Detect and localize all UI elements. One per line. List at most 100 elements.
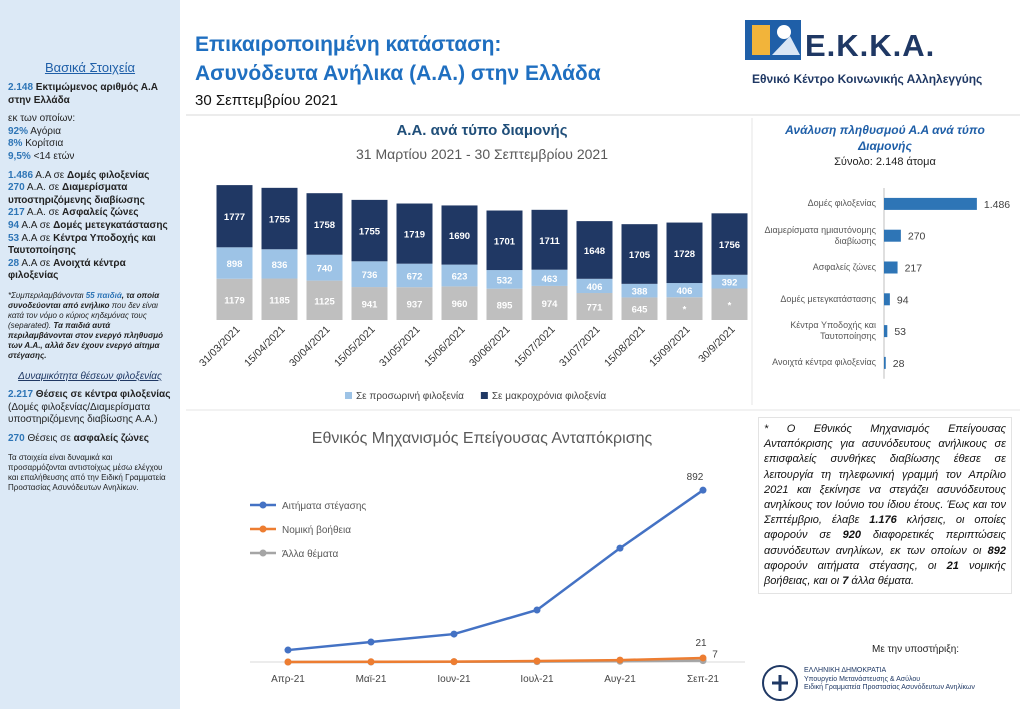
bar-segment <box>216 278 253 320</box>
point <box>367 658 375 666</box>
point <box>450 630 458 638</box>
sidebar-item: 94 Α.Α σε Δομές μετεγκατάστασης <box>8 220 172 233</box>
data-label: 1711 <box>539 236 560 247</box>
bar-segment <box>621 224 658 284</box>
text-run: 9,5% <box>8 150 31 162</box>
sidebar-item: 9,5% <14 ετών <box>8 151 172 164</box>
logo-subtitle: Εθνικό Κέντρο Κοινωνικής Αλληλεγγύης <box>752 72 983 86</box>
data-label: 974 <box>542 299 559 310</box>
bar-segment <box>711 288 748 320</box>
text-run: Δομές φιλοξενίας <box>67 169 150 181</box>
text-run: Α.Α. σε <box>24 207 62 219</box>
legend-marker <box>259 525 267 533</box>
text-run: 21 <box>946 559 959 572</box>
text-run: Αγόρια <box>28 125 61 137</box>
x-tick-label: 15/04/2021 <box>242 324 288 370</box>
header-date: 30 Σεπτεμβρίου 2021 <box>195 92 338 109</box>
text-run: 94 <box>8 219 20 231</box>
text-run: 1.176 <box>869 514 897 527</box>
emblem <box>762 665 798 701</box>
text-run: 217 <box>8 207 25 219</box>
text-run: 7 <box>842 575 849 588</box>
data-label: 1125 <box>314 296 335 307</box>
emblem <box>772 675 788 691</box>
x-tick-label: 15/06/2021 <box>422 324 468 370</box>
data-label: * <box>683 305 687 316</box>
support-line: ΕΛΛΗΝΙΚΗ ΔΗΜΟΚΡΑΤΙΑ <box>804 667 887 674</box>
data-label: 836 <box>272 260 288 271</box>
legend-label: Αιτήματα στέγασης <box>282 500 366 512</box>
text-run: 920 <box>842 529 862 542</box>
data-label: 94 <box>897 294 909 306</box>
data-label: 898 <box>227 259 243 270</box>
text-run: άλλα θέματα. <box>848 575 915 588</box>
text-run: Θέσεις σε κέντρα φιλοξενίας <box>33 388 171 400</box>
data-label: 1755 <box>359 227 381 238</box>
data-label: 1756 <box>719 240 740 251</box>
logo-shape <box>777 25 791 39</box>
data-label: 937 <box>407 300 423 311</box>
data-label: 895 <box>497 300 514 311</box>
data-label: * <box>728 300 732 311</box>
logo-shape <box>752 25 770 55</box>
support-logo <box>762 665 798 701</box>
text-run: Κορίτσια <box>22 138 64 150</box>
point <box>533 606 541 614</box>
chart-title: Α.Α. ανά τύπο διαμονής <box>396 122 568 139</box>
data-label: 1758 <box>314 220 335 231</box>
sidebar-item: 217 Α.Α. σε Ασφαλείς ζώνες <box>8 207 172 220</box>
support-line: Ειδική Γραμματεία Προστασίας Ασυνόδευτων… <box>804 684 975 691</box>
point <box>284 646 292 654</box>
sidebar-item: Τα στοιχεία είναι δυναμικά και προσαρμόζ… <box>8 453 172 493</box>
data-label: 941 <box>362 300 379 311</box>
text-run: που δεν είναι κατά τον νόμο ο κύριος κηδ… <box>8 300 158 330</box>
text-run: 270 <box>8 182 25 194</box>
header-title: Επικαιροποιημένη κατάσταση: Ασυνόδευτα Α… <box>195 30 601 88</box>
sidebar-heading: Βασικά Στοιχεία <box>44 60 136 75</box>
text-run: 55 παιδιά <box>85 290 122 300</box>
x-tick-label: 31/03/2021 <box>197 324 243 370</box>
x-tick-label: 15/05/2021 <box>332 324 378 370</box>
bar-segment <box>531 269 568 286</box>
chart-title: Ανάλυση πληθυσμού Α.Α ανά τύπο Διαμονής <box>785 123 985 153</box>
note: * Ο Εθνικός Μηχανισμός Επείγουσας Ανταπό… <box>758 417 1012 595</box>
text-run: Τα παιδιά αυτά περιλαμβάνονται στον ενερ… <box>8 320 163 360</box>
text-run: 8% <box>8 138 23 150</box>
text-run: , τα οποία συνοδεύονται από ενήλικο <box>8 290 160 310</box>
data-label: 1755 <box>269 215 291 226</box>
bar-segment <box>621 297 658 320</box>
logo-shape <box>772 36 800 55</box>
y-tick-label: Κέντρα Υποδοχής και Ταυτοποίησης <box>790 320 876 342</box>
bar <box>884 229 901 242</box>
data-label: 960 <box>452 299 468 310</box>
text-run: (Δομές φιλοξενίας/Διαμερίσματα υποστηριζ… <box>8 401 158 426</box>
text-run: Κέντρα Υποδοχής και Ταυτοποίησης <box>8 232 156 257</box>
data-label: 623 <box>452 271 468 282</box>
bar-segment <box>576 221 613 279</box>
data-label: 1179 <box>224 295 245 306</box>
legend-marker <box>259 549 267 557</box>
x-tick-label: 30/9/2021 <box>696 324 738 366</box>
bar-segment <box>396 263 433 288</box>
support-line: Υπουργείο Μετανάστευσης & Ασύλου <box>804 675 921 683</box>
bar-segment <box>666 283 703 298</box>
title-line: Επικαιροποιημένη κατάσταση: <box>195 33 502 56</box>
data-label: 406 <box>677 286 693 297</box>
bar-segment <box>306 254 343 281</box>
x-tick-label: Μαϊ-21 <box>356 674 387 685</box>
x-tick-label: 15/09/2021 <box>647 324 693 370</box>
bar-segment <box>666 297 703 320</box>
bar-segment <box>351 287 388 320</box>
bar-segment <box>711 274 748 289</box>
point <box>284 658 292 666</box>
sidebar-item: 92% Αγόρια <box>8 126 172 139</box>
point <box>699 486 707 494</box>
point <box>533 657 541 665</box>
bar <box>884 325 888 338</box>
bar-segment <box>216 247 253 279</box>
support-label: Με την υποστήριξη: <box>872 644 960 655</box>
bar-segment <box>441 264 478 287</box>
bar-segment <box>576 293 613 320</box>
sidebar-item: 28 Α.Α σε Ανοιχτά κέντρα φιλοξενίας <box>8 258 172 283</box>
chart-title: Εθνικός Μηχανισμός Επείγουσας Ανταπόκρισ… <box>311 430 653 447</box>
